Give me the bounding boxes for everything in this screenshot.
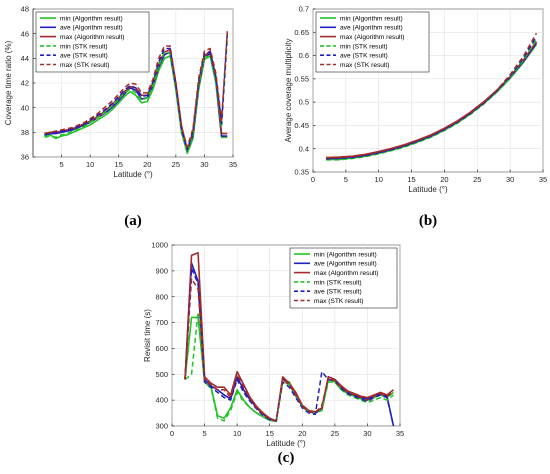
- y-tick-label: 40: [21, 103, 29, 112]
- series-line-max-algorithm: [184, 251, 394, 422]
- legend-label: min (STK result): [60, 43, 108, 50]
- y-axis-label: Revisit time (s): [143, 309, 152, 362]
- x-tick-label: 35: [229, 160, 237, 169]
- y-tick-label: 400: [155, 396, 168, 405]
- legend-label: ave (STK result): [60, 53, 108, 60]
- x-tick-label: 25: [473, 175, 481, 184]
- panel-label: (c): [278, 450, 295, 466]
- x-tick-label: 15: [115, 160, 123, 169]
- x-tick-label: 20: [143, 160, 151, 169]
- y-tick-label: 500: [155, 370, 168, 379]
- x-tick-label: 25: [331, 429, 339, 438]
- series-line-ave-stk: [44, 33, 229, 151]
- y-axis-label: Coverage time ratio (%): [4, 40, 13, 125]
- x-tick-label: 10: [86, 160, 94, 169]
- series-line-max-stk: [326, 32, 538, 159]
- x-tick-label: 10: [233, 429, 241, 438]
- legend: min (Algorithm result) ave (Algorithm res…: [315, 11, 430, 73]
- legend: min (Algorithm result) ave (Algorithm res…: [35, 11, 150, 73]
- legend-box: [35, 11, 150, 73]
- x-tick-label: 20: [440, 175, 448, 184]
- y-tick-label: 300: [155, 422, 168, 431]
- y-tick-label: 800: [155, 292, 168, 301]
- legend-label: max (STK result): [314, 298, 363, 305]
- y-tick-label: 36: [21, 153, 29, 162]
- panel-label: (a): [124, 213, 142, 229]
- x-axis-label: Latitude (°): [113, 170, 153, 179]
- x-tick-label: 20: [298, 429, 306, 438]
- chart-panel-2: 0 5 10 15 20 25 30 35 0.35 0.4 0.45 0.5 0.55 0.6 0.65 0…: [284, 5, 547, 229]
- legend-label: min (Algorithm result): [314, 251, 377, 258]
- series-group: [326, 32, 538, 161]
- series-line-max-stk: [184, 277, 394, 422]
- x-tick-label: 5: [202, 429, 206, 438]
- panel-label: (b): [419, 213, 437, 229]
- x-tick-label: 10: [375, 175, 383, 184]
- series-group: [44, 31, 229, 155]
- legend-label: ave (Algorithm result): [340, 25, 403, 32]
- y-tick-label: 700: [155, 318, 168, 327]
- y-tick-label: 0.65: [294, 28, 309, 37]
- y-tick-label: 0.5: [299, 98, 309, 107]
- legend-box: [315, 11, 430, 73]
- x-tick-label: 0: [170, 429, 174, 438]
- legend-label: max (STK result): [340, 62, 389, 69]
- x-tick-label: 25: [172, 160, 180, 169]
- x-tick-label: 0: [311, 175, 315, 184]
- y-tick-label: 42: [21, 79, 29, 88]
- x-tick-label: 30: [363, 429, 371, 438]
- legend-label: max (STK result): [60, 62, 109, 69]
- x-tick-label: 5: [59, 160, 63, 169]
- series-line-ave-stk: [184, 267, 395, 426]
- legend-label: max (Algorithm result): [314, 270, 379, 277]
- series-line-max-stk: [44, 31, 229, 148]
- legend-label: ave (Algorithm result): [314, 261, 377, 268]
- x-tick-label: 5: [344, 175, 348, 184]
- chart-panel-3: 0 5 10 15 20 25 30 35 300 400 500 600 700 800 900 1000 L…: [143, 241, 404, 466]
- y-tick-label: 0.35: [294, 168, 309, 177]
- legend-label: max (Algorithm result): [340, 34, 405, 41]
- y-tick-label: 1000: [151, 241, 168, 250]
- legend-label: min (STK result): [340, 43, 388, 50]
- legend-label: min (Algorithm result): [60, 15, 123, 22]
- y-tick-label: 46: [21, 29, 29, 38]
- legend-label: min (STK result): [314, 279, 362, 286]
- x-tick-label: 15: [407, 175, 415, 184]
- y-tick-label: 600: [155, 344, 168, 353]
- series-group: [184, 251, 395, 426]
- legend: min (Algorithm result) ave (Algorithm res…: [289, 247, 398, 309]
- y-tick-label: 0.7: [299, 5, 309, 14]
- x-axis-label: Latitude (°): [408, 185, 448, 194]
- x-tick-label: 35: [396, 429, 404, 438]
- y-tick-label: 900: [155, 266, 168, 275]
- x-tick-label: 30: [506, 175, 514, 184]
- y-tick-label: 0.45: [294, 121, 309, 130]
- legend-box: [289, 247, 398, 309]
- legend-label: ave (STK result): [340, 53, 388, 60]
- legend-label: min (Algorithm result): [340, 15, 403, 22]
- y-tick-label: 0.4: [299, 144, 309, 153]
- y-axis-label: Average coverage multiplicity: [284, 39, 293, 143]
- legend-label: max (Algorithm result): [60, 34, 125, 41]
- x-tick-label: 30: [200, 160, 208, 169]
- x-tick-label: 35: [539, 175, 547, 184]
- x-axis-label: Latitude (°): [266, 439, 306, 448]
- y-tick-label: 44: [21, 54, 29, 63]
- y-tick-label: 0.55: [294, 74, 309, 83]
- legend-label: ave (Algorithm result): [60, 25, 123, 32]
- chart-panel-1: 5 10 15 20 25 30 35 36 38 40 42 44 46 48 Latitude (°) C…: [4, 5, 237, 229]
- legend-label: ave (STK result): [314, 289, 362, 296]
- y-tick-label: 48: [21, 5, 29, 14]
- y-tick-label: 0.6: [299, 51, 309, 60]
- y-tick-label: 38: [21, 128, 29, 137]
- series-line-min-stk: [184, 311, 394, 423]
- x-tick-label: 15: [266, 429, 274, 438]
